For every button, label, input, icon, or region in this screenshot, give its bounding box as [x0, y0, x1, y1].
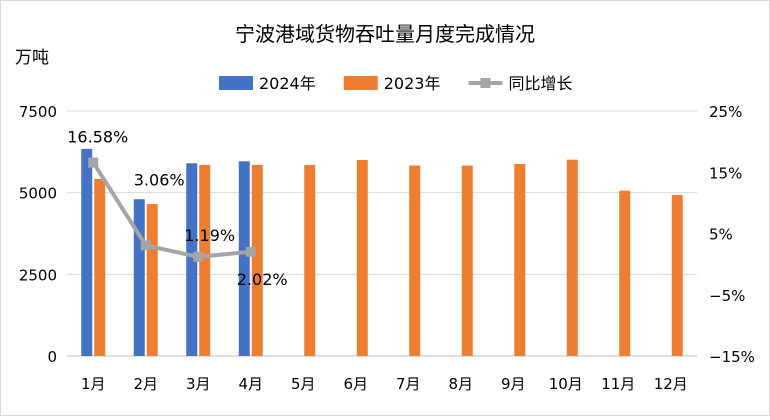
x-tick-label: 5月 [291, 375, 316, 393]
left-tick-label: 0 [47, 348, 57, 366]
yoy-marker [88, 157, 99, 168]
x-tick-label: 8月 [448, 375, 473, 393]
yoy-marker [245, 246, 256, 257]
x-tick-label: 2月 [133, 375, 158, 393]
x-tick-label: 6月 [343, 375, 368, 393]
legend-label: 2024年 [259, 74, 316, 93]
bar-2023年-5月 [304, 164, 316, 356]
bar-2023年-11月 [619, 190, 631, 356]
left-axis: 0 2500 5000 7500 [19, 103, 57, 366]
bar-2023年-8月 [461, 165, 473, 356]
bar-2023年-10月 [566, 159, 578, 356]
yoy-data-label: 1.19% [184, 226, 235, 245]
bar-2024年-4月 [238, 161, 250, 356]
right-tick-label: −15% [709, 348, 755, 366]
x-tick-label: 3月 [186, 375, 211, 393]
chart-title: 宁波港域货物吞吐量月度完成情况 [235, 22, 535, 46]
right-tick-label: 15% [709, 164, 742, 182]
legend-swatch [343, 76, 378, 90]
x-tick-label: 4月 [238, 375, 263, 393]
x-tick-label: 12月 [654, 375, 688, 393]
bar-2023年-1月 [94, 178, 106, 356]
yoy-marker [193, 251, 204, 262]
right-tick-label: −5% [709, 287, 745, 305]
bar-2024年-2月 [133, 199, 145, 356]
right-tick-label: 5% [709, 226, 733, 244]
x-axis: 1月 2月 3月 4月 5月 6月 7月 8月 9月 10月 11月 12月 [81, 375, 688, 393]
left-tick-label: 7500 [19, 103, 57, 121]
bar-2023年-2月 [146, 204, 158, 356]
legend-marker [480, 78, 491, 88]
bar-2024年-1月 [81, 148, 93, 356]
x-tick-label: 9月 [501, 375, 526, 393]
y-axis-title: 万吨 [15, 48, 49, 68]
left-tick-label: 5000 [19, 185, 57, 203]
bar-2023年-3月 [199, 164, 211, 356]
x-tick-label: 1月 [81, 375, 106, 393]
yoy-data-label: 16.58% [67, 128, 128, 147]
legend-label: 2023年 [384, 74, 441, 93]
right-tick-label: 25% [709, 103, 742, 121]
legend: 2024年 2023年 同比增长 [219, 74, 572, 93]
bar-2023年-12月 [671, 194, 683, 356]
x-tick-label: 10月 [549, 375, 583, 393]
x-tick-label: 7月 [396, 375, 421, 393]
bars [81, 148, 683, 356]
yoy-data-label: 2.02% [237, 270, 288, 289]
right-axis: −15% −5% 5% 15% 25% [709, 103, 755, 366]
bar-2023年-9月 [514, 163, 526, 356]
legend-swatch [219, 76, 253, 90]
x-tick-label: 11月 [601, 375, 635, 393]
bar-2023年-7月 [409, 165, 421, 356]
yoy-marker [140, 240, 151, 251]
left-tick-label: 2500 [19, 266, 57, 284]
bar-2023年-4月 [251, 164, 263, 356]
yoy-data-label: 3.06% [134, 170, 185, 189]
yoy-line-path [91, 161, 251, 259]
gridlines [67, 110, 697, 357]
legend-label: 同比增长 [508, 74, 572, 93]
bar-2024年-3月 [186, 163, 198, 356]
bar-2023年-6月 [356, 160, 368, 356]
yoy-line: 16.58% 3.06% 1.19% 2.02% [67, 128, 287, 289]
